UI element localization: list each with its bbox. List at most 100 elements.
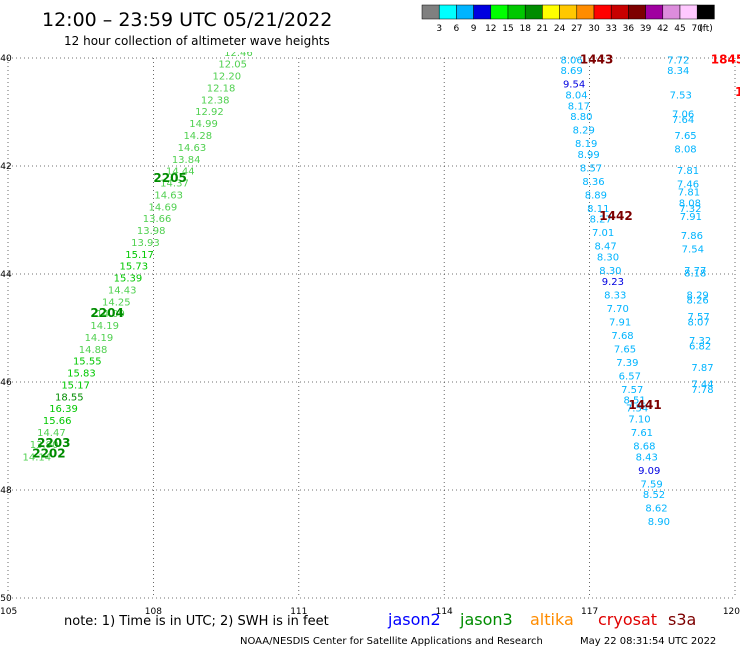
wave-height-value: 8.52 (643, 490, 665, 501)
wave-height-value: 13.90 (30, 440, 59, 451)
pass-label: 2203 (37, 436, 70, 450)
x-tick-label: 108 (145, 607, 162, 617)
wave-height-value: 7.54 (626, 404, 648, 415)
chart-title: 12:00 – 23:59 UTC 05/21/2022 (42, 9, 332, 31)
colorbar-swatch (456, 4, 474, 20)
x-tick-label: 114 (436, 607, 453, 617)
wave-height-value: 7.86 (681, 231, 703, 242)
wave-height-value: 12.18 (207, 83, 236, 94)
colorbar-label: 70 (691, 24, 703, 34)
wave-height-value: 7.70 (607, 304, 629, 315)
wave-height-value: 8.26 (687, 296, 709, 307)
wave-height-value: 8.51 (624, 396, 646, 407)
wave-height-value: 8.08 (679, 199, 701, 210)
wave-height-value: 14.99 (189, 119, 218, 130)
pass-label: 1443 (580, 52, 613, 66)
colorbar-swatch (679, 4, 698, 20)
colorbar-swatch (696, 4, 715, 20)
wave-height-value: 8.68 (633, 442, 655, 453)
colorbar-label: 24 (554, 24, 566, 34)
pass-label: 2204 (90, 306, 123, 320)
wave-height-value: 7.61 (631, 428, 653, 439)
satellite-jason2: jason2 (387, 610, 441, 629)
wave-height-value: 14.43 (108, 285, 137, 296)
colorbar-swatch (576, 4, 595, 20)
wave-height-value: 7.81 (677, 166, 699, 177)
wave-height-value: 14.14 (23, 452, 52, 463)
wave-height-value: 7.91 (680, 212, 702, 223)
colorbar-label: 42 (657, 24, 668, 34)
colorbar-swatch (628, 4, 646, 20)
track-s3a-east: 7.728.347.537.067.647.658.087.817.467.81… (667, 55, 713, 395)
wave-height-value: 8.57 (580, 163, 602, 174)
wave-height-value: 18.55 (55, 392, 84, 403)
colorbar-swatch (662, 4, 681, 20)
wave-height-value: 7.01 (592, 228, 614, 239)
wave-height-value: 15.73 (119, 262, 148, 273)
wave-height-value: 13.93 (131, 238, 160, 249)
wave-height-value: 7.32 (689, 336, 711, 347)
wave-height-value: 6.82 (689, 342, 711, 353)
satellite-altika: altika (530, 610, 574, 629)
wave-height-value: 8.89 (585, 190, 607, 201)
wave-height-value: 14.28 (183, 131, 212, 142)
y-tick-label: -42 (0, 162, 12, 172)
wave-height-value: 14.19 (90, 321, 119, 332)
colorbar-label: 33 (605, 24, 616, 34)
colorbar-label: 15 (502, 24, 513, 34)
wave-height-value: 8.04 (565, 91, 587, 102)
plot-area: 14.1413.9014.4715.6616.3918.5515.1715.83… (7, 48, 740, 599)
wave-height-value: 15.39 (114, 274, 143, 285)
wave-height-value: 14.63 (178, 143, 207, 154)
wave-height-value: 12.38 (201, 95, 230, 106)
wave-height-value: 12.92 (195, 107, 224, 118)
colorbar-label: 12 (485, 24, 496, 34)
wave-height-value: 8.36 (582, 177, 604, 188)
wave-height-value: 15.66 (43, 416, 72, 427)
wave-height-value: 12.46 (224, 48, 253, 59)
wave-height-value: 14.09 (96, 309, 125, 320)
satellite-s3a: s3a (668, 610, 696, 629)
satellite-cryosat: cryosat (598, 610, 657, 629)
colorbar-swatch (507, 4, 526, 20)
wave-height-value: 7.59 (640, 479, 662, 490)
wave-height-value: 8.90 (648, 517, 670, 528)
colorbar-swatch (490, 4, 509, 20)
wave-height-value: 16.39 (49, 404, 78, 415)
colorbar-label: 3 (436, 24, 442, 34)
wave-height-value: 8.29 (687, 290, 709, 301)
wave-height-value: 7.10 (628, 415, 650, 426)
wave-height-value: 8.43 (636, 452, 658, 463)
wave-height-value: 8.18 (684, 269, 706, 280)
wave-height-value: 14.25 (102, 297, 131, 308)
wave-height-value: 8.11 (587, 204, 609, 215)
y-tick-label: -50 (0, 594, 12, 604)
colorbar-swatch (610, 4, 629, 20)
wave-height-value: 8.33 (604, 290, 626, 301)
wave-height-value: 7.06 (672, 109, 694, 120)
colorbar-swatch (524, 4, 543, 20)
colorbar-swatch (593, 4, 612, 20)
wave-height-value: 13.66 (143, 214, 172, 225)
wave-height-value: 7.77 (684, 266, 706, 277)
wave-height-value: 7.65 (614, 344, 636, 355)
wave-height-value: 14.19 (85, 333, 114, 344)
footer-credit: NOAA/NESDIS Center for Satellite Applica… (240, 636, 543, 647)
pass-label: 2202 (32, 447, 65, 461)
wave-height-value: 15.55 (73, 357, 102, 368)
wave-height-value: 7.65 (674, 131, 696, 142)
wave-height-value: 7.68 (611, 331, 633, 342)
wave-height-value: 15.83 (67, 369, 96, 380)
wave-height-value: 8.17 (568, 101, 590, 112)
wave-height-value: 8.30 (597, 253, 619, 264)
wave-height-value: 7.53 (670, 91, 692, 102)
colorbar: 3 6 9 12 15 18 21 24 27 30 33 36 39 42 45 70(ft) (421, 4, 715, 34)
x-tick-label: 117 (581, 607, 598, 617)
wave-height-value: 7.44 (691, 379, 713, 390)
colorbar-label: 21 (537, 24, 548, 34)
wave-height-value: 8.69 (561, 66, 583, 77)
pass-label: 2205 (153, 171, 186, 185)
y-tick-label: -48 (0, 486, 12, 496)
colorbar-swatch (421, 4, 440, 20)
colorbar-swatch (542, 4, 560, 20)
